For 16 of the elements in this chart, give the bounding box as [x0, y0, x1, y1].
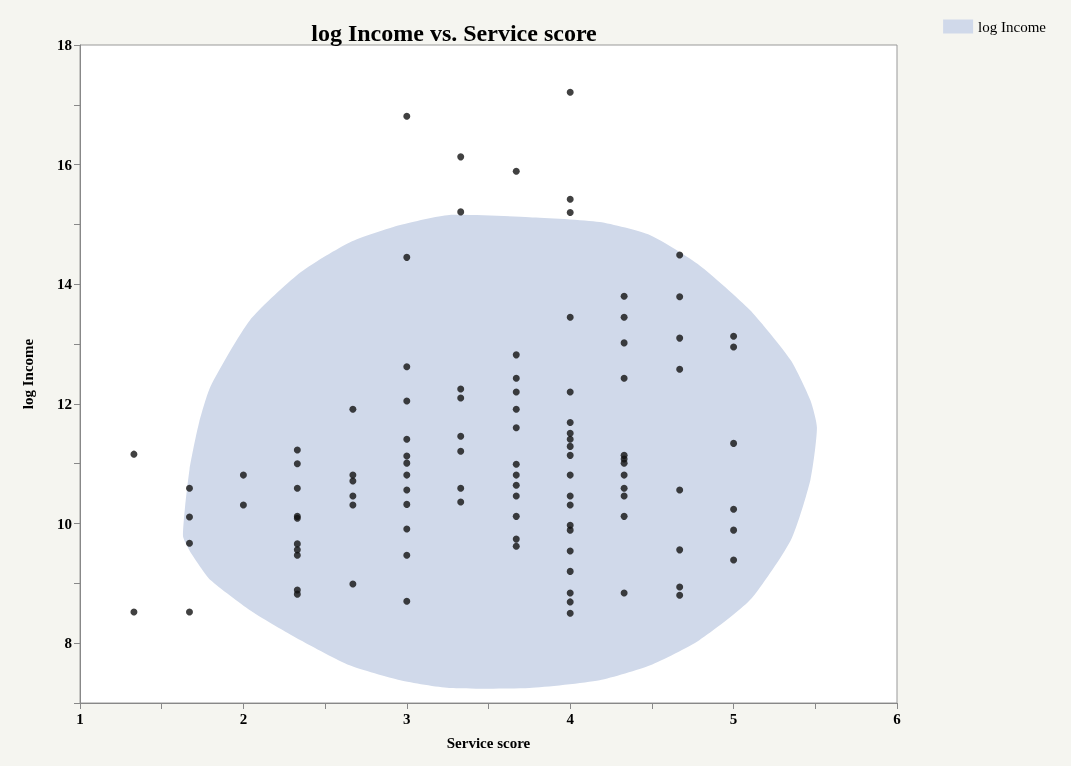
y-tick-label: 14 — [57, 276, 73, 293]
x-tick-label: 4 — [566, 710, 575, 727]
x-tick-label: 3 — [403, 710, 411, 727]
x-tick-label: 6 — [893, 710, 902, 727]
y-tick-label: 10 — [57, 515, 72, 532]
y-tick-label: 12 — [57, 395, 72, 412]
x-tick-label: 5 — [729, 710, 738, 727]
x-axis-title: Service score — [446, 734, 531, 751]
chart-title: log Income vs. Service score — [311, 20, 598, 46]
y-tick-label: 8 — [64, 635, 72, 652]
y-tick-label: 16 — [57, 156, 73, 173]
legend-label: log Income — [978, 18, 1047, 35]
y-axis-title: log Income — [19, 338, 36, 410]
x-tick-label: 2 — [239, 710, 248, 727]
x-tick-label: 1 — [76, 710, 84, 727]
y-tick-label: 18 — [57, 37, 72, 53]
